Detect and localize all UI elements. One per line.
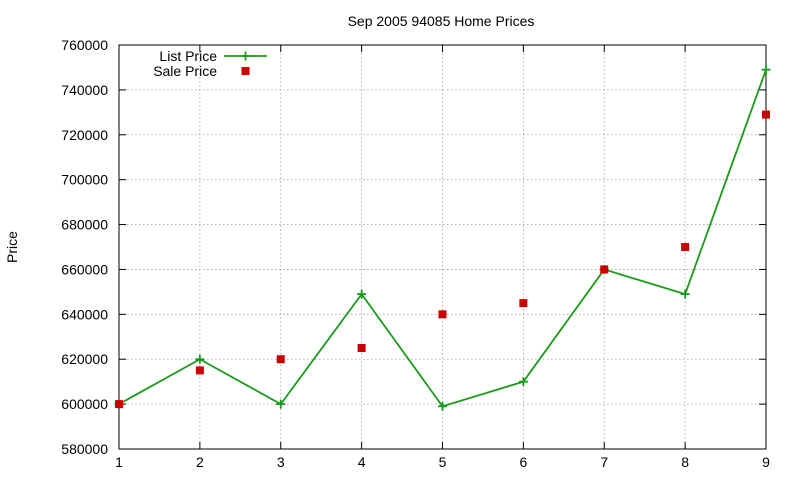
- sale-price-point: [519, 299, 528, 308]
- y-tick-label: 580000: [61, 441, 108, 457]
- chart-title: Sep 2005 94085 Home Prices: [348, 13, 535, 29]
- x-tick-label: 4: [358, 454, 366, 470]
- list-price-point: [357, 289, 367, 299]
- series-layer: [114, 65, 771, 411]
- y-tick-label: 700000: [61, 172, 108, 188]
- list-price-point: [276, 399, 286, 409]
- legend-marker: [241, 51, 250, 61]
- list-price-point: [195, 354, 205, 364]
- legend-label: Sale Price: [153, 63, 217, 79]
- list-price-point: [518, 377, 528, 387]
- y-tick-label: 640000: [61, 306, 108, 322]
- x-tick-label: 6: [519, 454, 527, 470]
- sale-price-point: [438, 310, 447, 319]
- series-sale-price: [115, 110, 770, 409]
- list-price-point: [680, 289, 690, 299]
- legend-item-list-price: List Price: [159, 48, 267, 64]
- sale-price-point: [681, 243, 690, 251]
- y-tick-label: 740000: [61, 82, 108, 98]
- y-axis-label: Price: [4, 231, 20, 263]
- tick-labels: 580000 600000 620000 640000 660000 680000 7000…: [61, 37, 770, 470]
- list-price-point: [438, 401, 447, 411]
- sale-price-point: [195, 366, 204, 375]
- x-tick-label: 5: [439, 454, 447, 470]
- y-tick-label: 760000: [61, 37, 108, 53]
- y-tick-label: 680000: [61, 217, 108, 233]
- x-tick-label: 8: [681, 454, 689, 470]
- sale-price-point: [276, 355, 285, 364]
- list-price-point: [761, 65, 771, 75]
- y-tick-label: 620000: [61, 351, 108, 367]
- x-tick-label: 3: [277, 454, 285, 470]
- sale-price-point: [600, 265, 609, 274]
- sale-price-point: [762, 110, 770, 119]
- grid-lines: [119, 45, 766, 449]
- y-tick-label: 660000: [61, 261, 108, 277]
- plot-frame: [118, 44, 767, 450]
- x-tick-label: 2: [196, 454, 204, 470]
- x-tick-label: 9: [762, 454, 770, 470]
- legend-marker: [241, 67, 250, 75]
- x-tick-label: 7: [600, 454, 608, 470]
- y-tick-label: 600000: [61, 396, 108, 412]
- legend-label: List Price: [159, 48, 217, 64]
- sale-price-point: [357, 344, 366, 352]
- sale-price-point: [115, 400, 123, 409]
- legend-item-sale-price: Sale Price: [153, 63, 250, 79]
- x-tick-label: 1: [115, 454, 123, 470]
- y-tick-label: 720000: [61, 127, 108, 143]
